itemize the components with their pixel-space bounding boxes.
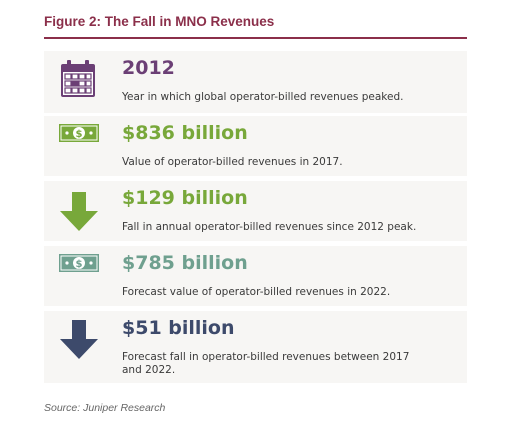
stat-panel [44,311,467,383]
stat-row-2017-revenue: $ $836 billion Value of operator-billed … [44,116,467,176]
stat-row-peak-year: 2012 Year in which global operator-bille… [44,51,467,113]
svg-text:$: $ [76,129,83,140]
svg-text:$: $ [76,259,83,270]
figure-title: Figure 2: The Fall in MNO Revenues [44,14,275,29]
banknote-icon: $ [58,122,102,148]
stat-panel [44,246,467,306]
calendar-icon [60,59,104,103]
stat-description: Value of operator-billed revenues in 201… [122,156,343,168]
down-arrow-icon [58,319,102,363]
stat-panel [44,116,467,176]
stat-value: $836 billion [122,122,248,144]
stat-description: Forecast fall in operator-billed revenue… [122,351,410,376]
stat-value: $129 billion [122,187,248,209]
stat-value: $51 billion [122,317,235,339]
stat-row-2022-forecast: $ $785 billion Forecast value of operato… [44,246,467,306]
down-arrow-icon [58,191,102,235]
title-divider [44,37,467,39]
stat-panel [44,181,467,241]
stat-row-forecast-fall: $51 billion Forecast fall in operator-bi… [44,311,467,383]
stat-value: $785 billion [122,252,248,274]
stat-panel [44,51,467,113]
stat-description: Year in which global operator-billed rev… [122,91,404,103]
stat-description: Forecast value of operator-billed revenu… [122,286,391,298]
source-note: Source: Juniper Research [44,402,166,414]
banknote-icon: $ [58,252,102,278]
stat-description: Fall in annual operator-billed revenues … [122,221,417,233]
stat-row-fall-since-peak: $129 billion Fall in annual operator-bil… [44,181,467,241]
stat-value: 2012 [122,57,175,79]
